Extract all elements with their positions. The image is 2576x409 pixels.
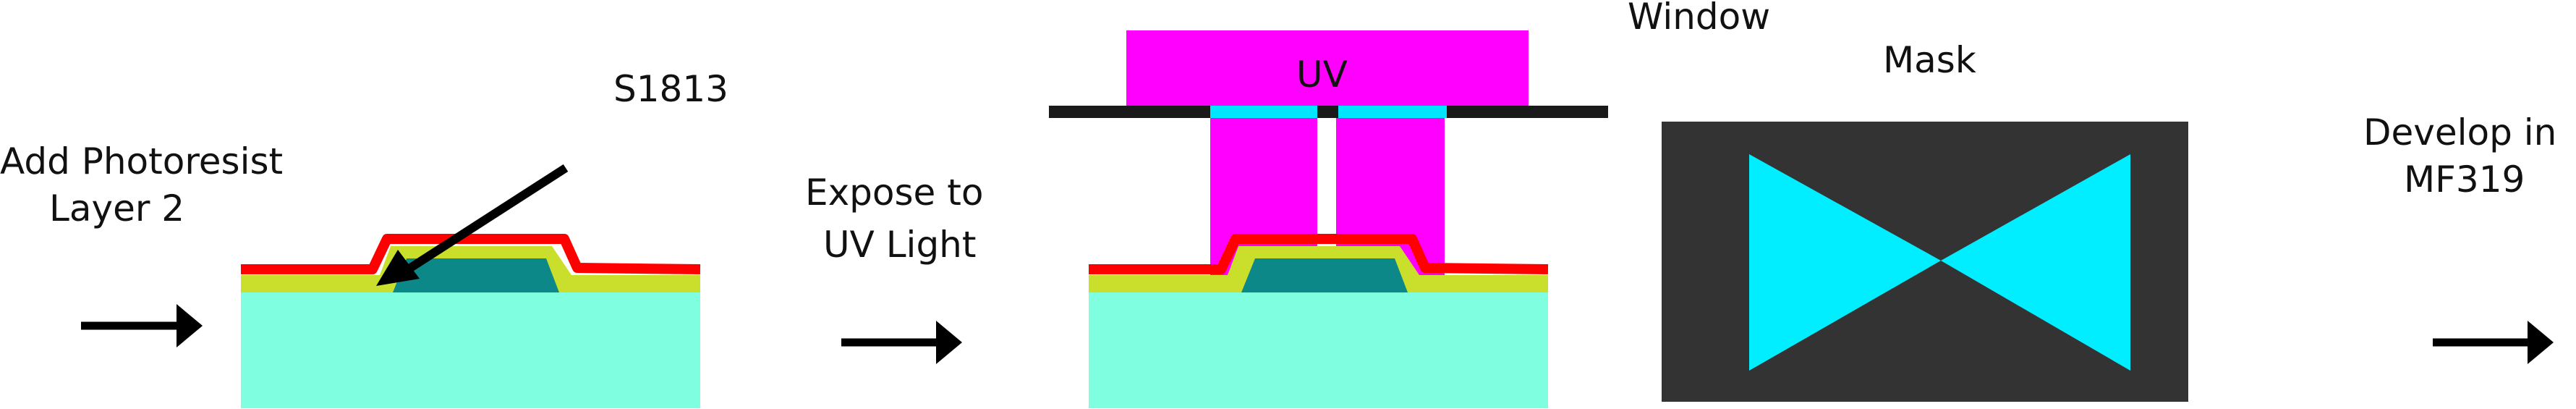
mask-bar: [1049, 106, 1608, 118]
substrate: [241, 292, 700, 408]
photoresist-layer: [241, 234, 701, 274]
feature-block-exposed: [1241, 258, 1408, 292]
window-opening-right: [1338, 106, 1447, 118]
uv-label: UV: [1296, 54, 1348, 96]
stage-expose: Expose to UV Light UV: [805, 30, 1608, 408]
mask-label: Mask: [1883, 39, 1976, 81]
input-arrow-icon: [81, 304, 203, 347]
s1813-pointer-arrow-icon: [376, 164, 569, 286]
stage-develop: Develop in MF319: [2363, 111, 2556, 364]
expose-label-line1: Expose to: [805, 172, 983, 214]
add-photoresist-label-line2: Layer 2: [49, 187, 184, 229]
develop-label-line1: Develop in: [2363, 111, 2556, 153]
develop-label-line2: MF319: [2404, 159, 2525, 201]
develop-arrow-icon: [2433, 321, 2554, 364]
expose-label-line2: UV Light: [823, 224, 976, 266]
uv-source: [1126, 30, 1529, 106]
mask-pattern-right-triangle: [1941, 154, 2130, 371]
substrate-exposed: [1089, 292, 1548, 408]
stage-add-photoresist: Add Photoresist Layer 2 S1813: [0, 68, 728, 408]
photoresist-layer-exposed: [1089, 234, 1549, 274]
window-opening-left: [1210, 106, 1317, 118]
add-photoresist-label-line1: Add Photoresist: [0, 140, 283, 182]
feature-block: [393, 258, 559, 292]
s1813-label: S1813: [613, 68, 728, 110]
mask-pattern-left-triangle: [1749, 154, 1941, 371]
window-label: Window: [1628, 0, 1770, 38]
expose-arrow-icon: [841, 321, 962, 364]
stage-window-mask: Window Mask: [1628, 0, 2188, 402]
